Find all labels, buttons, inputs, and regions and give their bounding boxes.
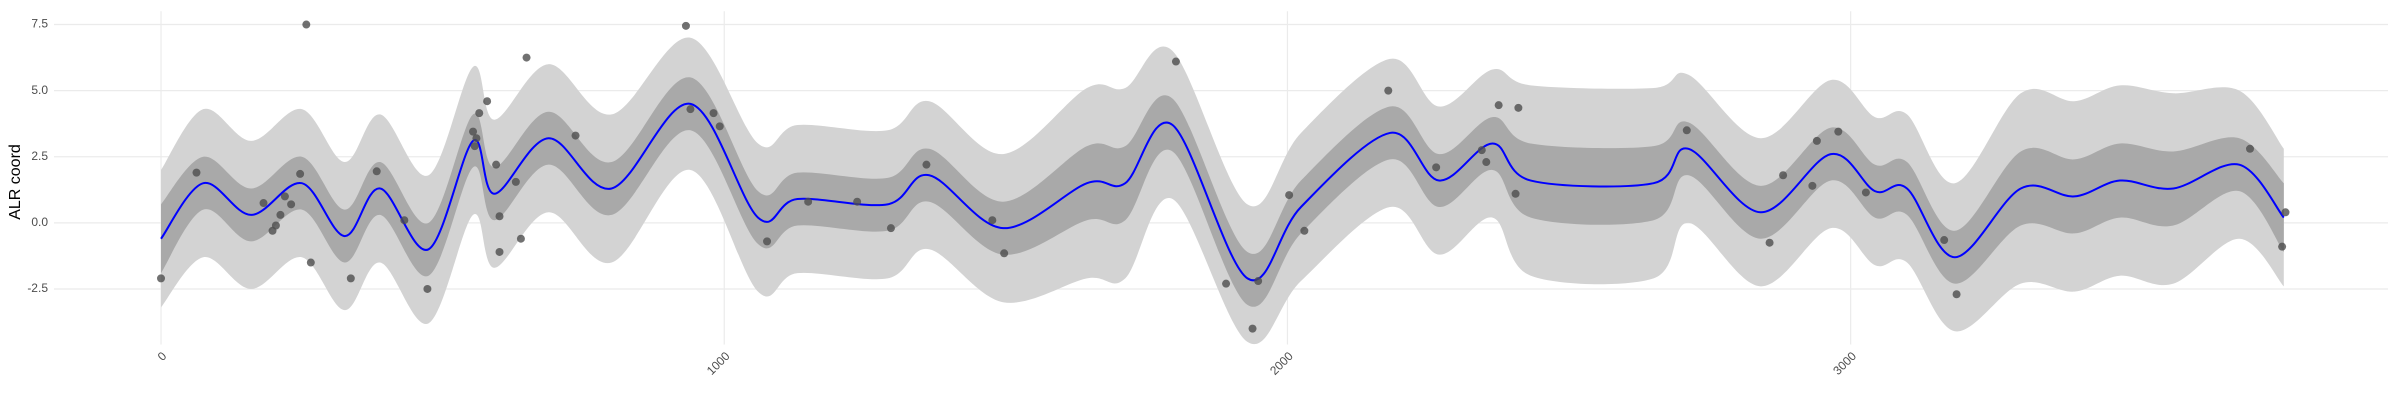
data-point [1482, 158, 1491, 167]
data-point [1432, 163, 1441, 172]
data-point [511, 177, 520, 186]
data-point [1514, 103, 1523, 112]
data-point [472, 134, 481, 143]
data-point [1779, 171, 1788, 180]
data-point [495, 212, 504, 221]
data-point [922, 160, 931, 169]
data-point [886, 224, 895, 233]
data-point [296, 169, 305, 178]
data-point [1511, 189, 1520, 198]
data-point [372, 167, 381, 176]
data-point [259, 199, 268, 208]
data-point [492, 160, 501, 169]
x-tick-label: 0 [155, 349, 170, 364]
data-point [1285, 191, 1294, 200]
data-point [681, 21, 690, 30]
data-point [709, 109, 718, 118]
data-point [423, 284, 432, 293]
data-point [495, 247, 504, 256]
data-point [483, 97, 492, 106]
y-tick-label: 5.0 [31, 83, 48, 97]
data-point [763, 237, 772, 246]
data-point [1834, 127, 1843, 136]
data-point [1222, 279, 1231, 288]
data-point [686, 105, 695, 114]
data-point [1384, 86, 1393, 95]
x-tick-label: 2000 [1267, 349, 1296, 378]
y-tick-label: -2.5 [27, 281, 48, 295]
data-point [469, 127, 478, 136]
data-point [1812, 136, 1821, 145]
data-point [2281, 208, 2290, 217]
data-point [400, 216, 409, 225]
data-point [1171, 57, 1180, 66]
data-point [346, 274, 355, 283]
y-tick-label: 7.5 [31, 17, 48, 31]
data-point [853, 197, 862, 206]
data-point [1300, 226, 1309, 235]
data-point [1940, 236, 1949, 245]
data-point [1254, 277, 1263, 286]
data-point [2278, 242, 2287, 251]
data-point [192, 168, 201, 177]
confidence-band [161, 77, 2284, 307]
data-point [2246, 144, 2255, 153]
data-point [280, 192, 289, 201]
data-point [1248, 324, 1257, 333]
data-point [475, 109, 484, 118]
data-point [1682, 126, 1691, 135]
data-point [1952, 290, 1961, 299]
data-point [1494, 101, 1503, 110]
data-point [804, 197, 813, 206]
data-point [516, 234, 525, 243]
y-tick-label: 2.5 [31, 149, 48, 163]
data-point [1765, 238, 1774, 247]
y-tick-label: 0.0 [31, 215, 48, 229]
data-point [470, 142, 479, 151]
x-tick-label: 1000 [704, 349, 733, 378]
mean-line [160, 102, 2285, 282]
data-point [1000, 249, 1009, 258]
y-axis-title: ALR coord [7, 144, 24, 220]
data-point [1477, 146, 1486, 155]
data-point [157, 274, 166, 283]
x-tick-label: 3000 [1830, 349, 1859, 378]
data-point [302, 20, 311, 29]
data-point [287, 200, 296, 209]
data-point [271, 221, 280, 230]
data-point [988, 216, 997, 225]
data-point [306, 258, 315, 267]
data-point [715, 122, 724, 131]
data-point [571, 131, 580, 140]
data-point [1861, 188, 1870, 197]
confidence-band [161, 37, 2284, 345]
data-point [522, 53, 531, 62]
data-point [276, 210, 285, 219]
data-point [1808, 181, 1817, 190]
